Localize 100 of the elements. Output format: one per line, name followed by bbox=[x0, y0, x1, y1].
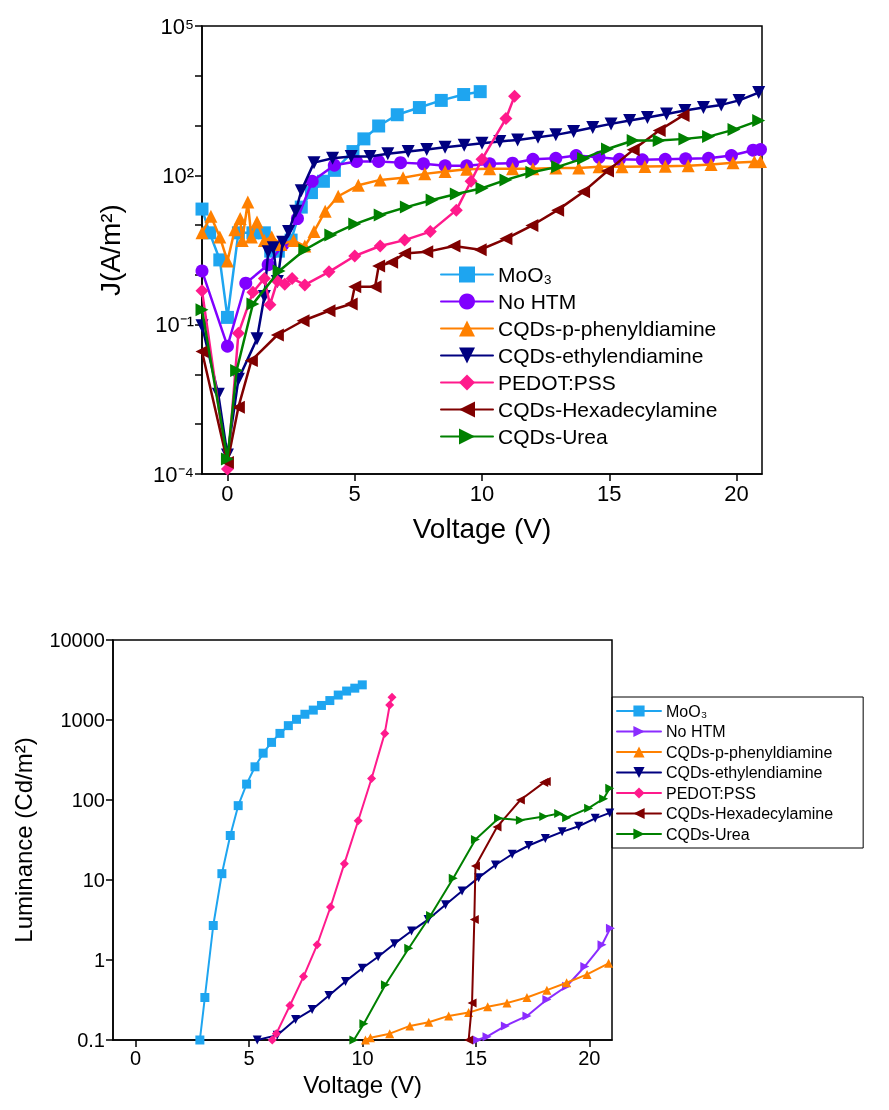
point bbox=[605, 923, 615, 933]
point bbox=[242, 779, 252, 789]
point bbox=[447, 239, 461, 253]
point bbox=[385, 255, 399, 269]
point bbox=[305, 174, 319, 188]
point bbox=[502, 998, 512, 1008]
x-tick-label: 20 bbox=[578, 1047, 601, 1069]
point bbox=[441, 900, 451, 910]
point bbox=[195, 264, 209, 278]
point bbox=[272, 264, 286, 278]
point bbox=[250, 332, 264, 346]
point bbox=[467, 998, 477, 1008]
point bbox=[396, 171, 410, 185]
y-tick-label: 10⁵ bbox=[160, 13, 194, 39]
point bbox=[626, 134, 640, 148]
x-tick-label: 15 bbox=[597, 480, 622, 506]
legend-label: CQDs-Urea bbox=[666, 825, 750, 843]
point bbox=[615, 160, 629, 174]
x-tick-label: 10 bbox=[351, 1047, 374, 1069]
point bbox=[483, 162, 497, 176]
point bbox=[511, 133, 525, 147]
point bbox=[526, 152, 540, 166]
point bbox=[195, 202, 209, 216]
point bbox=[359, 1019, 369, 1029]
legend-label: CQDs-p-phenyldiamine bbox=[666, 743, 833, 761]
point bbox=[326, 151, 340, 165]
point bbox=[401, 145, 415, 159]
y-tick-label: 100 bbox=[71, 789, 105, 811]
point bbox=[457, 138, 471, 152]
point bbox=[457, 88, 471, 102]
point bbox=[580, 961, 590, 971]
point bbox=[605, 808, 615, 818]
point bbox=[292, 714, 301, 724]
point bbox=[490, 860, 500, 870]
point bbox=[676, 109, 690, 123]
point bbox=[473, 243, 487, 257]
point bbox=[470, 835, 480, 845]
y-tick-label: 10² bbox=[162, 162, 194, 188]
x-axis-title: Voltage (V) bbox=[412, 512, 552, 544]
point bbox=[195, 284, 209, 298]
point bbox=[372, 119, 386, 133]
point bbox=[438, 164, 452, 178]
point bbox=[572, 161, 586, 175]
legend-label: PEDOT:PSS bbox=[666, 784, 756, 802]
point bbox=[652, 134, 666, 148]
point bbox=[381, 147, 395, 161]
point bbox=[348, 217, 362, 231]
point bbox=[257, 271, 271, 285]
point bbox=[599, 794, 609, 804]
point bbox=[208, 920, 218, 930]
point bbox=[508, 89, 522, 103]
point bbox=[241, 195, 255, 209]
legend-label: MoO₃ bbox=[498, 263, 553, 286]
point bbox=[449, 203, 463, 217]
point bbox=[464, 1035, 474, 1045]
legend-label: PEDOT:PSS bbox=[498, 371, 616, 394]
x-tick-label: 15 bbox=[464, 1047, 488, 1069]
point bbox=[360, 1035, 370, 1045]
legend-label: MoO₃ bbox=[666, 702, 708, 720]
point bbox=[531, 130, 545, 144]
point bbox=[424, 1017, 434, 1027]
point bbox=[638, 160, 652, 174]
point bbox=[420, 143, 434, 157]
point bbox=[195, 1035, 205, 1045]
point bbox=[727, 123, 741, 137]
point bbox=[385, 700, 395, 710]
point bbox=[344, 149, 358, 163]
point bbox=[357, 132, 371, 146]
point bbox=[551, 203, 565, 217]
legend-label: CQDs-ethylendiamine bbox=[666, 764, 823, 781]
point bbox=[562, 813, 572, 823]
legend-label: No HTM bbox=[498, 290, 577, 313]
point bbox=[449, 187, 463, 201]
point bbox=[398, 246, 412, 260]
point bbox=[732, 93, 746, 107]
point bbox=[278, 277, 292, 291]
point bbox=[438, 140, 452, 154]
point bbox=[307, 156, 321, 170]
point bbox=[275, 728, 285, 738]
point bbox=[239, 276, 253, 290]
point bbox=[195, 303, 209, 317]
point bbox=[418, 167, 432, 181]
point bbox=[702, 130, 716, 144]
point bbox=[678, 132, 692, 146]
point bbox=[326, 902, 336, 912]
point bbox=[469, 915, 479, 925]
point bbox=[582, 969, 592, 979]
y-tick-label: 1 bbox=[93, 949, 105, 971]
legend-label: CQDs-Urea bbox=[498, 425, 608, 448]
point bbox=[494, 813, 504, 823]
point bbox=[404, 943, 414, 953]
point bbox=[325, 696, 335, 706]
point bbox=[577, 185, 591, 199]
point bbox=[233, 212, 247, 226]
point bbox=[372, 154, 386, 168]
point bbox=[195, 226, 209, 240]
point bbox=[390, 108, 404, 122]
point bbox=[225, 831, 235, 840]
point bbox=[299, 972, 309, 982]
point bbox=[285, 1000, 295, 1010]
